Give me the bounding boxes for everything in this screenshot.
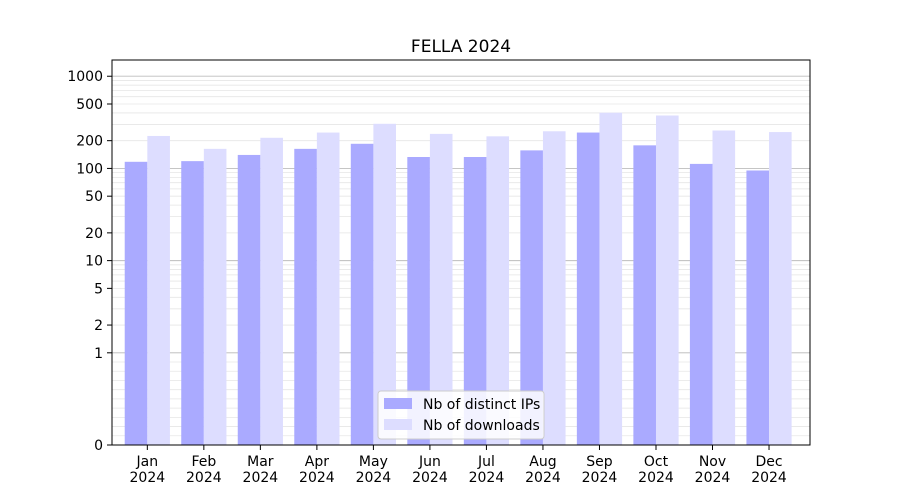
bar-distinct-ips-aug <box>520 150 543 445</box>
bar-downloads-oct <box>655 115 679 445</box>
legend-swatch <box>384 398 412 409</box>
bar-downloads-apr <box>316 132 340 446</box>
y-tick-label: 100 <box>76 161 103 177</box>
legend-swatch <box>384 419 412 430</box>
legend: Nb of distinct IPs Nb of downloads <box>377 390 545 440</box>
x-tick-label-month: Mar <box>247 454 274 470</box>
bar-downloads-feb <box>203 148 227 446</box>
x-tick-label-month: Sep <box>586 454 613 470</box>
bar-distinct-ips-mar <box>237 154 261 445</box>
bar-downloads-jul <box>486 136 510 445</box>
y-tick-label: 0 <box>94 438 103 454</box>
y-tick-label: 1 <box>94 346 103 362</box>
y-tick-label: 50 <box>85 189 103 205</box>
x-tick-label-month: Feb <box>191 454 216 470</box>
bar-distinct-ips-sep <box>576 132 600 446</box>
bar-downloads-nov <box>712 130 736 446</box>
x-tick-label-year: 2024 <box>751 470 787 486</box>
bar-distinct-ips-jun <box>407 157 430 445</box>
bar-distinct-ips-nov <box>689 163 713 445</box>
legend-label: Nb of distinct IPs <box>423 397 540 413</box>
x-tick-label-month: Jan <box>136 454 159 470</box>
x-tick-label-year: 2024 <box>130 470 166 486</box>
plot-frame <box>111 59 811 446</box>
x-tick-label-month: Jun <box>418 454 441 470</box>
y-tick-label: 1000 <box>67 69 103 85</box>
bar-downloads-aug <box>542 131 566 445</box>
x-tick-label-year: 2024 <box>695 470 731 486</box>
x-tick-label-year: 2024 <box>186 470 222 486</box>
x-tick-label-month: Apr <box>305 454 329 470</box>
x-tick-label-year: 2024 <box>469 470 505 486</box>
x-tick-label-month: Dec <box>755 454 782 470</box>
y-tick-label: 10 <box>85 254 103 270</box>
legend-label: Nb of downloads <box>423 418 540 434</box>
bar-downloads-sep <box>599 112 623 445</box>
bar-downloads-jan <box>147 135 170 445</box>
x-tick-label-month: Oct <box>644 454 669 470</box>
x-tick-label-year: 2024 <box>243 470 279 486</box>
bar-distinct-ips-dec <box>746 170 770 446</box>
y-tick-label: 200 <box>76 134 103 150</box>
bar-downloads-may <box>373 123 397 445</box>
x-tick-label-month: Nov <box>699 454 726 470</box>
bar-downloads-dec <box>769 132 792 445</box>
x-tick-label-month: Jul <box>477 454 495 470</box>
bars <box>124 112 792 446</box>
bar-distinct-ips-jan <box>124 161 148 446</box>
bar-distinct-ips-oct <box>633 145 656 445</box>
y-tick-label: 20 <box>85 226 103 242</box>
bar-downloads-mar <box>260 137 283 445</box>
chart-title: FELLA 2024 <box>411 37 511 57</box>
bar-distinct-ips-may <box>350 143 374 446</box>
bar-downloads-jun <box>429 133 453 445</box>
y-tick-label: 500 <box>76 97 103 113</box>
x-tick-label-year: 2024 <box>638 470 674 486</box>
legend-box <box>377 390 545 440</box>
x-tick-label-year: 2024 <box>299 470 335 486</box>
bar-distinct-ips-apr <box>294 148 317 446</box>
bar-distinct-ips-jul <box>463 157 487 445</box>
x-tick-label-month: Aug <box>529 454 556 470</box>
x-tick-label-year: 2024 <box>356 470 392 486</box>
y-tick-label: 2 <box>94 318 103 334</box>
x-tick-label-year: 2024 <box>582 470 618 486</box>
x-tick-label-year: 2024 <box>525 470 561 486</box>
x-tick-label-year: 2024 <box>412 470 448 486</box>
bar-distinct-ips-feb <box>181 161 204 445</box>
y-tick-label: 5 <box>94 281 103 297</box>
x-tick-label-month: May <box>359 454 388 470</box>
axes: Jan2024Feb2024Mar2024Apr2024May2024Jun20… <box>67 59 811 486</box>
